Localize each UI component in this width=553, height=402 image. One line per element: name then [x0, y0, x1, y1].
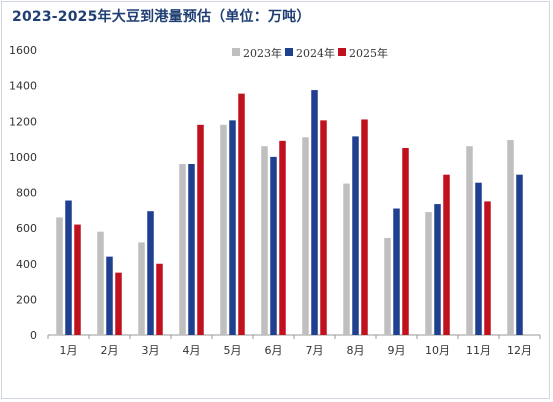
bar	[443, 174, 450, 335]
bar	[516, 174, 523, 335]
y-tick-label: 1600	[9, 44, 37, 57]
bar	[179, 164, 186, 335]
y-tick-label: 200	[16, 293, 37, 306]
chart-title: 2023-2025年大豆到港量预估（单位：万吨）	[12, 9, 311, 25]
bar	[106, 256, 113, 336]
bar	[115, 272, 122, 335]
bar	[302, 137, 309, 335]
bar	[65, 200, 72, 335]
x-tick-label: 10月	[425, 344, 450, 357]
bar	[74, 224, 81, 335]
bar	[393, 208, 400, 335]
bar	[425, 212, 432, 335]
bar	[279, 140, 286, 335]
y-tick-label: 1200	[9, 115, 37, 128]
bar	[384, 237, 391, 335]
bar	[147, 211, 154, 335]
y-tick-label: 400	[16, 258, 37, 271]
x-tick-label: 7月	[306, 344, 324, 357]
bar	[56, 217, 63, 335]
bar	[188, 164, 195, 335]
x-tick-label: 4月	[183, 344, 201, 357]
bar	[270, 156, 277, 336]
bar	[138, 242, 145, 336]
bar	[475, 182, 482, 335]
x-tick-label: 6月	[265, 344, 283, 357]
bar	[220, 124, 227, 335]
legend-swatch	[338, 48, 346, 56]
legend-label: 2024年	[296, 46, 335, 60]
x-tick-label: 8月	[347, 344, 365, 357]
y-tick-label: 600	[16, 222, 37, 235]
bar	[352, 136, 359, 335]
bar	[320, 120, 327, 335]
bar	[261, 146, 268, 335]
x-tick-label: 9月	[388, 344, 406, 357]
bar	[402, 147, 409, 335]
bar	[238, 93, 245, 335]
legend-swatch	[285, 48, 293, 56]
legend-label: 2025年	[349, 46, 388, 60]
bar	[97, 231, 104, 335]
bar	[343, 183, 350, 335]
x-tick-label: 11月	[466, 344, 491, 357]
x-tick-label: 1月	[60, 344, 78, 357]
bar	[484, 201, 491, 335]
y-tick-label: 0	[30, 329, 37, 342]
y-tick-label: 1000	[9, 151, 37, 164]
bar	[229, 120, 236, 335]
y-tick-label: 1400	[9, 80, 37, 93]
bar	[361, 119, 368, 335]
bar	[197, 124, 204, 335]
bar	[434, 204, 441, 335]
legend-swatch	[232, 48, 240, 56]
bar	[466, 146, 473, 335]
x-tick-label: 3月	[142, 344, 160, 357]
y-tick-label: 800	[16, 187, 37, 200]
bar	[507, 139, 514, 335]
x-tick-label: 5月	[224, 344, 242, 357]
bar	[156, 263, 163, 335]
bar	[311, 90, 318, 335]
x-tick-label: 12月	[507, 344, 532, 357]
x-tick-label: 2月	[101, 344, 119, 357]
legend-label: 2023年	[243, 46, 282, 60]
